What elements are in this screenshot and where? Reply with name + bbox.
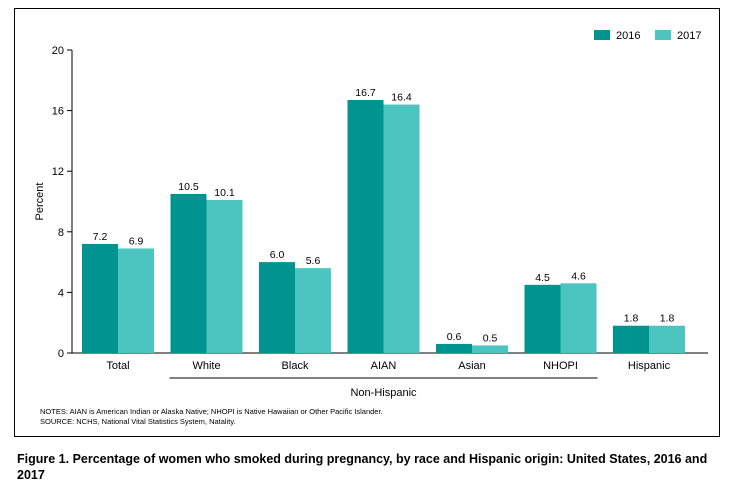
notes-text: NOTES: AIAN is American Indian or Alaska… (40, 407, 383, 416)
source-text: SOURCE: NCHS, National Vital Statistics … (40, 417, 236, 426)
figure-frame (14, 8, 720, 437)
bar-black-2016 (259, 262, 295, 353)
figure-caption: Figure 1. Percentage of women who smoked… (17, 452, 708, 482)
bar-label-nhopi-2017: 4.6 (571, 270, 586, 282)
bar-label-hispanic-2016: 1.8 (624, 313, 639, 325)
bar-white-2016 (170, 193, 207, 353)
bar-label-total-2017: 6.9 (129, 235, 144, 247)
bar-label-white-2016: 10.5 (178, 181, 199, 193)
y-tick-label-12: 12 (52, 166, 64, 178)
x-tick-label-nhopi: NHOPI (543, 360, 578, 372)
bar-label-aian-2016: 16.7 (355, 87, 376, 99)
bar-label-asian-2017: 0.5 (483, 332, 498, 344)
bar-hispanic-2017 (649, 325, 685, 353)
bar-label-total-2016: 7.2 (93, 231, 108, 243)
bar-aian-2016 (347, 99, 384, 354)
bar-nhopi-2016 (524, 284, 561, 353)
bar-black-2017 (295, 268, 331, 353)
y-tick-label-0: 0 (58, 348, 64, 360)
x-tick-label-black: Black (282, 360, 309, 372)
bar-label-hispanic-2017: 1.8 (660, 313, 675, 325)
y-tick-label-20: 20 (52, 45, 64, 57)
legend-label-2016: 2016 (616, 30, 640, 42)
bar-aian-2017 (383, 104, 420, 353)
x-tick-label-total: Total (106, 360, 129, 372)
x-tick-label-asian: Asian (458, 360, 486, 372)
bar-total-2017 (118, 248, 154, 353)
bar-label-black-2017: 5.6 (306, 255, 321, 267)
y-axis-label: Percent (34, 183, 46, 221)
bar-label-aian-2017: 16.4 (391, 92, 412, 104)
legend-label-2017: 2017 (677, 30, 701, 42)
bar-label-nhopi-2016: 4.5 (535, 272, 550, 284)
y-tick-label-4: 4 (58, 287, 64, 299)
y-tick-label-8: 8 (58, 227, 64, 239)
legend-swatch-2016 (594, 30, 610, 40)
legend-swatch-2017 (655, 30, 671, 40)
x-tick-label-aian: AIAN (371, 360, 397, 372)
bar-asian-2017 (472, 345, 508, 353)
x-tick-label-white: White (192, 360, 220, 372)
bar-label-white-2017: 10.1 (214, 187, 235, 199)
x-tick-label-hispanic: Hispanic (628, 360, 671, 372)
bar-label-black-2016: 6.0 (270, 249, 285, 261)
bar-hispanic-2016 (613, 325, 649, 353)
bar-nhopi-2017 (560, 283, 597, 353)
bar-label-asian-2016: 0.6 (447, 331, 462, 343)
bar-white-2017 (206, 199, 243, 353)
group-label: Non-Hispanic (350, 387, 417, 399)
y-tick-label-16: 16 (52, 106, 64, 118)
bar-asian-2016 (436, 343, 472, 353)
bar-total-2016 (82, 243, 118, 353)
